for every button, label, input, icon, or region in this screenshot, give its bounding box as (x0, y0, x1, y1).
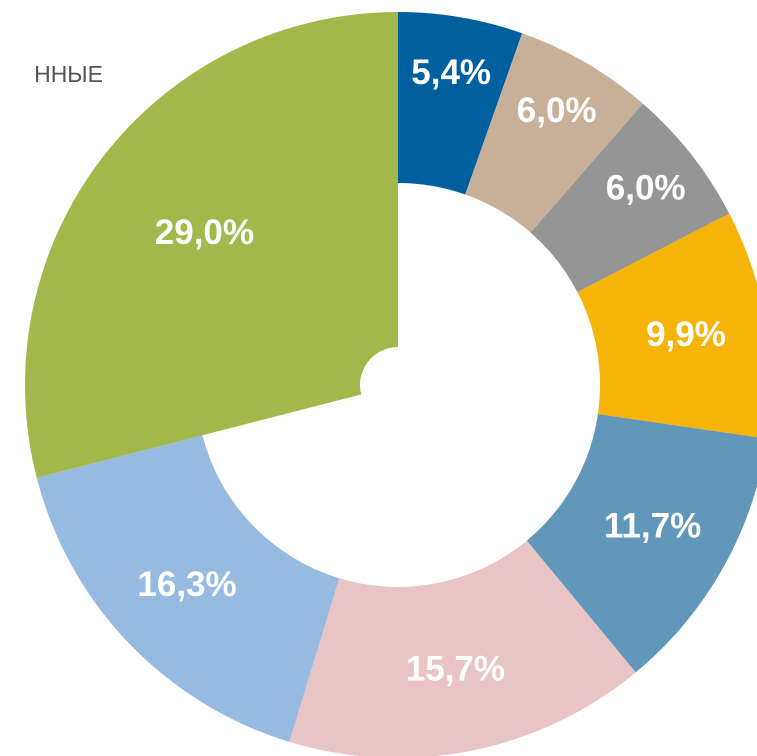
donut-slice (530, 103, 730, 293)
donut-slice (577, 213, 757, 438)
data-label: 16,3% (137, 565, 236, 604)
donut-slice (289, 540, 636, 756)
donut-slice (526, 414, 757, 673)
data-label: 15,7% (406, 650, 505, 689)
donut-slice (398, 12, 523, 195)
data-label: 11,7% (604, 506, 701, 545)
chart-title: ННЫЕ (34, 61, 103, 87)
data-label: 5,4% (411, 53, 491, 92)
donut-slice (24, 12, 399, 478)
donut-slice (465, 33, 643, 233)
data-label: 29,0% (155, 213, 254, 252)
data-label: 6,0% (606, 169, 686, 208)
donut-slice (36, 435, 340, 742)
data-label: 6,0% (517, 91, 597, 130)
data-label: 9,9% (646, 315, 726, 354)
